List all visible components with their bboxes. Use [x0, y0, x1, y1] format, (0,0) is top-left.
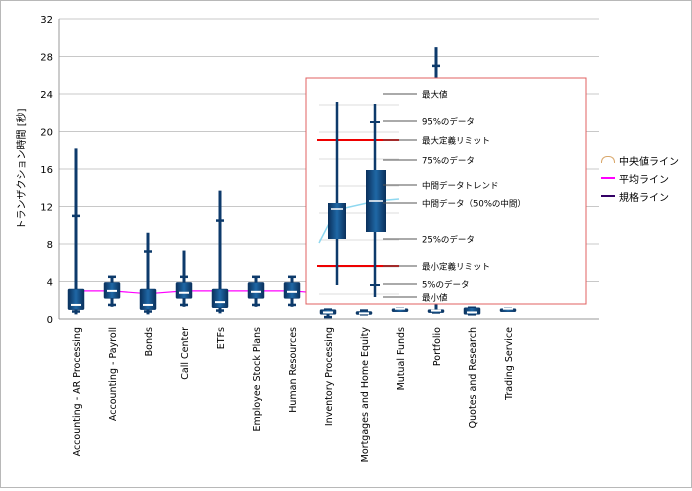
- x-category-label: Trading Service: [504, 327, 515, 401]
- box-plot-item: [175, 250, 193, 307]
- spec-line-swatch: [601, 192, 615, 200]
- legend-item-average: 平均ライン: [601, 169, 679, 187]
- axes-layer: 0 4 8 12 16 20 24 28 32 トランザクション時間 [秒] Accounting …: [15, 15, 599, 462]
- explanation-label: 最小定義リミット: [422, 262, 490, 273]
- box-plot-item: [139, 232, 157, 315]
- x-category-label: Bonds: [144, 327, 155, 356]
- y-tick-label: 0: [47, 315, 53, 326]
- y-tick-label: 16: [40, 165, 53, 176]
- box-plot-item: [211, 190, 229, 314]
- y-tick-label: 28: [40, 53, 53, 64]
- box-plot-item: [463, 306, 481, 316]
- legend-label-median: 中央値ライン: [619, 156, 679, 168]
- y-axis-label: トランザクション時間 [秒]: [15, 108, 28, 229]
- x-category-label: Accounting - AR Processing: [72, 327, 83, 456]
- explanation-label: 75%のデータ: [422, 156, 475, 167]
- box-plot-item: [103, 275, 121, 307]
- legend-label-spec: 規格ライン: [619, 192, 669, 204]
- x-category-label: ETFs: [216, 327, 227, 349]
- legend: 中央値ライン 平均ライン 規格ライン: [601, 151, 679, 205]
- average-line-swatch: [601, 174, 615, 182]
- explanation-label: 25%のデータ: [422, 235, 475, 246]
- sample-box-left: [328, 203, 346, 239]
- y-tick-label: 8: [47, 240, 53, 251]
- explanation-label: 5%のデータ: [422, 280, 470, 291]
- box-body: [283, 282, 301, 299]
- explanation-label: 最大定義リミット: [422, 136, 490, 147]
- explanation-label: 中間データ（50%の中間）: [422, 199, 526, 210]
- box-body: [139, 288, 157, 310]
- x-category-label: Employee Stock Plans: [252, 327, 263, 432]
- legend-item-spec: 規格ライン: [601, 187, 679, 205]
- box-plot-item: [391, 307, 409, 312]
- box-plot-item: [283, 275, 301, 307]
- box-body: [175, 282, 193, 299]
- box-plot-item: [67, 148, 85, 315]
- box-plot-item: [355, 309, 373, 316]
- trend-line: [318, 198, 400, 244]
- y-tick-label: 4: [47, 278, 53, 289]
- y-tick-label: 32: [40, 15, 53, 26]
- box-plot-item: [247, 275, 265, 307]
- median-line-swatch: [601, 156, 615, 164]
- x-category-label: Portfolio: [432, 327, 443, 366]
- x-category-label: Call Center: [180, 327, 191, 380]
- y-tick-label: 24: [40, 90, 53, 101]
- explanation-label: 最小値: [422, 293, 448, 304]
- explanation-label: 95%のデータ: [422, 117, 475, 128]
- y-tick-label: 20: [40, 128, 53, 139]
- x-category-label: Mortgages and Home Equity: [360, 327, 371, 463]
- legend-item-median: 中央値ライン: [601, 151, 679, 169]
- box-plot-item: [499, 307, 517, 312]
- y-tick-label: 12: [40, 203, 53, 214]
- box-body: [67, 288, 85, 310]
- box-body: [211, 288, 229, 308]
- explanation-label: 最大値: [422, 90, 448, 101]
- x-category-label: Human Resources: [288, 327, 299, 413]
- x-category-label: Accounting - Payroll: [108, 327, 119, 421]
- box-body: [247, 282, 265, 299]
- x-category-label: Mutual Funds: [396, 327, 407, 390]
- x-category-label: Quotes and Research: [468, 327, 479, 428]
- explanation-label: 中間データトレンド: [422, 181, 499, 192]
- x-category-label: Inventory Processing: [324, 327, 335, 426]
- box-plot-item: [319, 308, 337, 319]
- legend-label-average: 平均ライン: [619, 174, 669, 186]
